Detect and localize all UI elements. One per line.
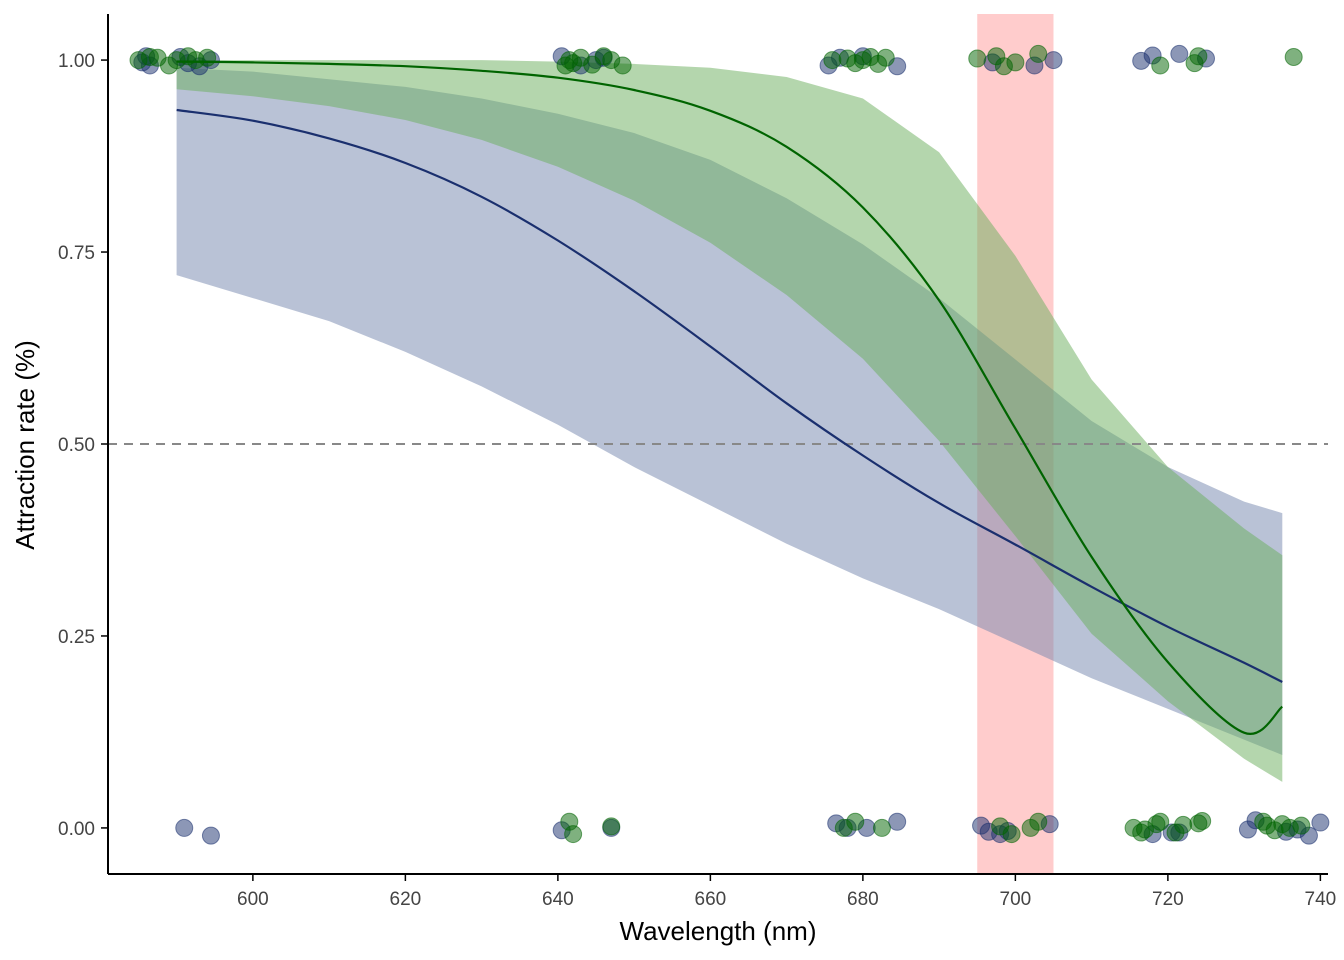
data-point-series-1 <box>201 826 220 845</box>
data-point-series-2 <box>1174 815 1193 834</box>
data-point-series-2 <box>968 49 987 68</box>
data-point-series-1 <box>175 818 194 837</box>
x-axis-title: Wavelength (nm) <box>620 916 817 946</box>
data-point-series-2 <box>198 48 217 67</box>
x-tick-label: 680 <box>847 889 879 910</box>
data-point-series-2 <box>613 56 632 75</box>
data-point-series-2 <box>1284 48 1303 66</box>
fit-line-layer <box>176 60 1284 735</box>
data-point-series-1 <box>1170 44 1189 63</box>
x-tick-label: 620 <box>390 889 422 910</box>
y-tick-label: 0.00 <box>58 819 95 840</box>
data-point-series-1 <box>1311 813 1330 832</box>
x-tick-label: 700 <box>1000 889 1032 910</box>
data-point-series-2 <box>1193 812 1212 831</box>
data-point-series-2 <box>1002 825 1021 844</box>
x-tick-label: 720 <box>1152 889 1184 910</box>
data-point-series-2 <box>602 817 621 836</box>
tick-label-layer: 600 620 640 660 680 700 720 740 0.00 0.25 0.50 0.75… <box>58 51 1336 910</box>
fit-line-series-2 <box>176 60 1284 735</box>
fit-line-series-1 <box>176 108 1283 683</box>
y-axis-title: Attraction rate (%) <box>10 340 40 550</box>
data-point-series-2 <box>1029 44 1048 63</box>
confidence-ribbon-1 <box>176 67 1283 756</box>
y-tick-label: 1.00 <box>58 51 95 72</box>
data-point-series-2 <box>1029 812 1048 831</box>
data-point-series-2 <box>823 51 842 70</box>
data-point-series-1 <box>888 812 907 831</box>
x-tick-label: 660 <box>695 889 727 910</box>
axes-layer <box>101 14 1328 881</box>
data-point-series-2 <box>1006 53 1025 72</box>
data-point-series-2 <box>876 48 895 67</box>
y-tick-label: 0.50 <box>58 435 95 456</box>
y-tick-label: 0.25 <box>58 627 95 648</box>
data-point-series-1 <box>1044 51 1063 70</box>
ribbon-layer <box>176 60 1283 782</box>
x-tick-label: 740 <box>1305 889 1337 910</box>
point-layer <box>129 44 1330 845</box>
data-point-series-2 <box>564 825 583 844</box>
data-point-series-2 <box>1292 816 1311 835</box>
confidence-ribbon-2 <box>176 60 1283 782</box>
data-point-series-2 <box>1151 56 1170 75</box>
x-tick-label: 600 <box>237 889 269 910</box>
data-point-series-2 <box>846 812 865 831</box>
data-point-series-2 <box>872 818 891 837</box>
y-tick-label: 0.75 <box>58 243 95 264</box>
data-point-series-2 <box>1189 47 1208 66</box>
x-tick-label: 640 <box>542 889 574 910</box>
data-point-series-2 <box>1151 812 1170 831</box>
